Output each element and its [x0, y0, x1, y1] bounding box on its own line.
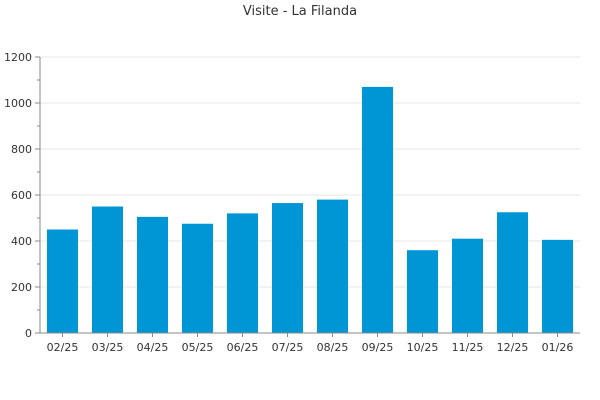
bar [406, 250, 439, 333]
y-tick-label: 1000 [4, 97, 32, 110]
x-tick-label: 09/25 [362, 341, 394, 354]
bar [226, 213, 259, 333]
x-tick-label: 11/25 [452, 341, 484, 354]
y-tick-label: 800 [11, 143, 32, 156]
bar [91, 206, 124, 333]
x-tick-label: 02/25 [47, 341, 79, 354]
x-tick-label: 12/25 [497, 341, 529, 354]
bar [271, 203, 304, 333]
bar [46, 229, 79, 333]
x-tick-label: 06/25 [227, 341, 259, 354]
bar [316, 199, 349, 333]
x-tick-label: 10/25 [407, 341, 439, 354]
bar [181, 223, 214, 333]
chart-title: Visite - La Filanda [242, 4, 358, 19]
bar [496, 212, 529, 333]
bar [451, 238, 484, 333]
x-tick-label: 01/26 [542, 341, 574, 354]
x-tick-label: 05/25 [182, 341, 214, 354]
x-tick-label: 03/25 [92, 341, 124, 354]
y-tick-label: 200 [11, 281, 32, 294]
x-tick-label: 07/25 [272, 341, 304, 354]
y-tick-label: 0 [25, 327, 32, 340]
y-tick-label: 400 [11, 235, 32, 248]
y-tick-label: 600 [11, 189, 32, 202]
x-tick-label: 04/25 [137, 341, 169, 354]
bar [136, 216, 169, 333]
x-tick-label: 08/25 [317, 341, 349, 354]
y-tick-label: 1200 [4, 51, 32, 64]
bar [541, 239, 574, 333]
bar [361, 86, 394, 334]
